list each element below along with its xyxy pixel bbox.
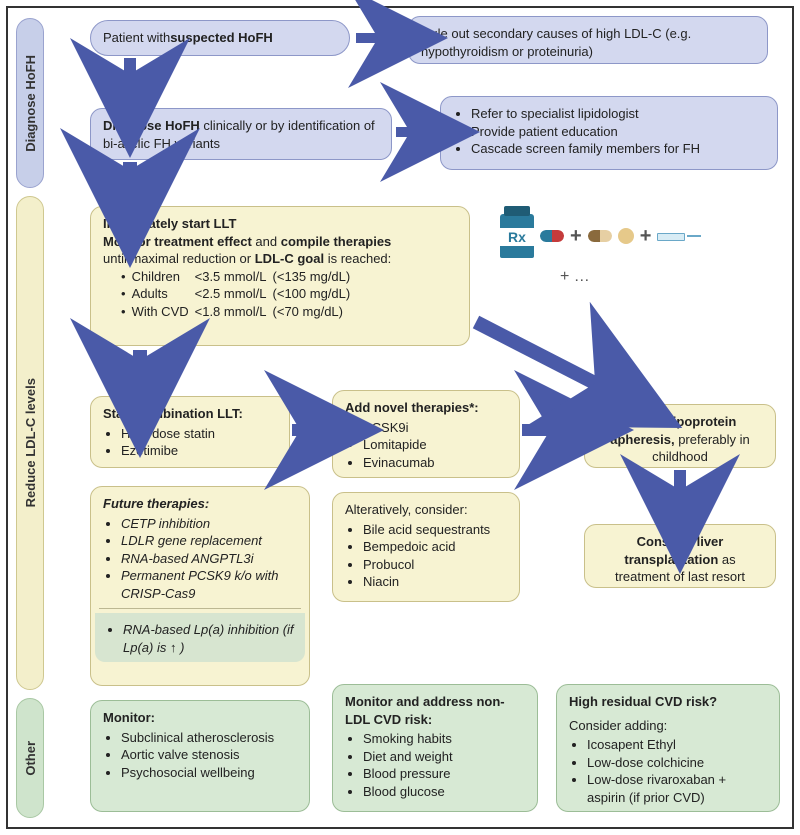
pill-icon-b [588, 230, 612, 242]
section-label-other: Other [23, 741, 38, 776]
goal-val-1: <2.5 mmol/L [195, 285, 273, 303]
section-rail-diagnose: Diagnose HoFH [16, 18, 44, 188]
box-residual: High residual CVD risk? Consider adding:… [556, 684, 780, 812]
ruleout-text: Rule out secondary causes of high LDL-C … [421, 26, 691, 59]
combo-item-0: High-dose statin [121, 425, 277, 443]
combo-title: Start combination LLT: [103, 406, 243, 421]
syringe-icon [657, 228, 697, 244]
llt-line2c: compile therapies [281, 234, 392, 249]
diagnose-bold: Diagnose HoFH [103, 118, 200, 133]
box-suspected: Patient with suspected HoFH [90, 20, 350, 56]
goal-val-0: <3.5 mmol/L [195, 268, 273, 286]
box-alt: Alteratively, consider: Bile acid seques… [332, 492, 520, 602]
referral-item-1: Provide patient education [471, 123, 765, 141]
residual-item-0: Icosapent Ethyl [587, 736, 767, 754]
future-title: Future therapies: [103, 496, 209, 511]
goal-who-1: Adults [132, 285, 195, 303]
section-rail-reduce: Reduce LDL-C levels [16, 196, 44, 690]
box-combo: Start combination LLT: High-dose statin … [90, 396, 290, 468]
nonldl-item-0: Smoking habits [363, 730, 525, 748]
llt-line3c: is reached: [328, 251, 392, 266]
future-divider [99, 608, 301, 609]
residual-item-2: Low-dose rivaroxaban + aspirin (if prior… [587, 771, 767, 806]
section-label-diagnose: Diagnose HoFH [23, 55, 38, 152]
suspected-bold: suspected HoFH [170, 29, 273, 47]
novel-item-1: Lomitapide [363, 436, 507, 454]
liver-bold: Consider liver transplantation [624, 534, 723, 567]
pill-icon-a [540, 230, 564, 242]
residual-sub: Consider adding: [569, 717, 767, 735]
referral-item-2: Cascade screen family members for FH [471, 140, 765, 158]
future-lpa-wrap: RNA-based Lp(a) inhibition (if Lp(a) is … [95, 613, 305, 662]
novel-item-2: Evinacumab [363, 454, 507, 472]
plus-icon-1: + [570, 225, 582, 248]
combo-item-1: Ezetimibe [121, 442, 277, 460]
nonldl-item-1: Diet and weight [363, 748, 525, 766]
plus-icon-2: + [640, 225, 652, 248]
box-novel: Add novel therapies*: PCSK9i Lomitapide … [332, 390, 520, 478]
goal-val-2: <1.8 mmol/L [195, 303, 273, 321]
goal-alt-1: (<100 mg/dL) [273, 285, 357, 303]
section-label-reduce: Reduce LDL-C levels [23, 378, 38, 507]
goal-who-0: Children [132, 268, 195, 286]
suspected-pre: Patient with [103, 29, 170, 47]
box-nonldl: Monitor and address non-LDL CVD risk: Sm… [332, 684, 538, 812]
ellipsis-plus: + … [560, 268, 590, 286]
monitor-item-1: Aortic valve stenosis [121, 746, 297, 764]
goal-who-2: With CVD [132, 303, 195, 321]
section-rail-other: Other [16, 698, 44, 818]
llt-line3a: until maximal reduction or [103, 251, 255, 266]
box-llt: Immediately start LLT Monitor treatment … [90, 206, 470, 346]
monitor-item-0: Subclinical atherosclerosis [121, 729, 297, 747]
nonldl-item-2: Blood pressure [363, 765, 525, 783]
tablet-icon [618, 228, 634, 244]
monitor-item-2: Psychosocial wellbeing [121, 764, 297, 782]
future-lpa: RNA-based Lp(a) inhibition (if Lp(a) is … [123, 621, 295, 656]
alt-item-0: Bile acid sequestrants [363, 521, 507, 539]
alt-title: Alteratively, consider: [345, 502, 468, 517]
novel-title: Add novel therapies*: [345, 400, 479, 415]
llt-line1: Immediately start LLT [103, 216, 236, 231]
future-item-2: RNA-based ANGPTL3i [121, 550, 297, 568]
alt-item-1: Bempedoic acid [363, 538, 507, 556]
residual-item-1: Low-dose colchicine [587, 754, 767, 772]
nonldl-title: Monitor and address non-LDL CVD risk: [345, 694, 505, 727]
alt-item-3: Niacin [363, 573, 507, 591]
llt-line2a: Monitor treatment effect [103, 234, 252, 249]
llt-line2b: and [255, 234, 280, 249]
box-referral: Refer to specialist lipidologist Provide… [440, 96, 778, 170]
alt-item-2: Probucol [363, 556, 507, 574]
future-item-0: CETP inhibition [121, 515, 297, 533]
novel-item-0: PCSK9i [363, 419, 507, 437]
llt-goals-table: •Children<3.5 mmol/L(<135 mg/dL) •Adults… [121, 268, 356, 321]
box-ruleout: Rule out secondary causes of high LDL-C … [408, 16, 768, 64]
box-apheresis: Initiate lipoprotein apheresis, preferab… [584, 404, 776, 468]
box-diagnose: Diagnose HoFH clinically or by identific… [90, 108, 392, 160]
therapy-icons: + + [500, 214, 780, 258]
residual-title: High residual CVD risk? [569, 694, 717, 709]
future-item-1: LDLR gene replacement [121, 532, 297, 550]
box-liver: Consider liver transplantation as treatm… [584, 524, 776, 588]
box-future: Future therapies: CETP inhibition LDLR g… [90, 486, 310, 686]
nonldl-item-3: Blood glucose [363, 783, 525, 801]
referral-item-0: Refer to specialist lipidologist [471, 105, 765, 123]
rx-bottle-icon [500, 214, 534, 258]
monitor-title: Monitor: [103, 710, 155, 725]
llt-line3b: LDL-C goal [255, 251, 324, 266]
goal-alt-0: (<135 mg/dL) [273, 268, 357, 286]
future-item-3: Permanent PCSK9 k/o with CRISP-Cas9 [121, 567, 297, 602]
box-monitor: Monitor: Subclinical atherosclerosis Aor… [90, 700, 310, 812]
goal-alt-2: (<70 mg/dL) [273, 303, 357, 321]
